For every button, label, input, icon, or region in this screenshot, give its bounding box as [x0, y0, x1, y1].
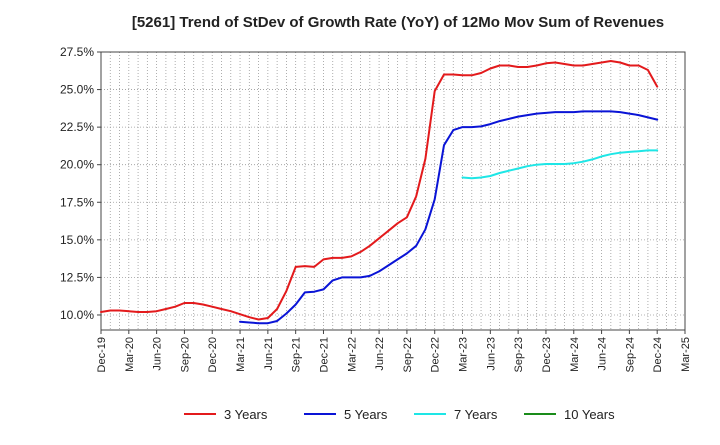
x-tick-label: Dec-23 [541, 337, 553, 372]
y-tick-label: 22.5% [60, 120, 94, 134]
x-tick-label: Jun-23 [485, 337, 497, 371]
y-tick-label: 20.0% [60, 158, 94, 172]
y-tick-label: 25.0% [60, 83, 94, 97]
series-line-7-years [461, 149, 659, 180]
x-tick-label: Dec-19 [96, 337, 108, 372]
x-tick-label: Dec-22 [430, 337, 442, 372]
x-tick-label: Sep-21 [291, 337, 303, 372]
x-tick-label: Sep-22 [402, 337, 414, 372]
legend-label: 3 Years [224, 407, 268, 422]
plot-area [101, 52, 685, 330]
x-tick-label: Sep-23 [513, 337, 525, 372]
y-tick-label: 10.0% [60, 308, 94, 322]
plot-frame [100, 51, 686, 331]
series-lines [100, 60, 659, 325]
x-tick-label: Sep-24 [624, 337, 636, 372]
y-tick-label: 12.5% [60, 270, 94, 284]
y-tick-label: 17.5% [60, 195, 94, 209]
chart-title: [5261] Trend of StDev of Growth Rate (Yo… [132, 14, 664, 31]
legend-label: 10 Years [564, 407, 615, 422]
x-tick-label: Dec-20 [207, 337, 219, 372]
x-tick-label: Mar-22 [346, 337, 358, 372]
series-line-5-years [239, 110, 659, 325]
x-tick-label: Mar-24 [569, 337, 581, 372]
legend-label: 7 Years [454, 407, 498, 422]
x-tick-label: Mar-20 [124, 337, 136, 372]
x-tick-label: Jun-24 [597, 337, 609, 371]
x-tick-label: Mar-21 [235, 337, 247, 372]
plot-background [101, 52, 685, 330]
legend-label: 5 Years [344, 407, 388, 422]
legend: 3 Years 5 Years 7 Years 10 Years [184, 407, 615, 422]
x-tick-label: Sep-20 [179, 337, 191, 372]
y-tick-label: 27.5% [60, 45, 94, 59]
x-tick-label: Jun-21 [263, 337, 275, 371]
x-tick-label: Jun-22 [374, 337, 386, 371]
x-tick-label: Dec-21 [318, 337, 330, 372]
grid [100, 51, 686, 330]
x-tick-label: Dec-24 [652, 337, 664, 372]
axes: 10.0% 12.5% 15.0% 17.5% 20.0% 22.5% 25.0% 27.5%… [60, 45, 692, 372]
x-tick-label: Jun-20 [152, 337, 164, 371]
series-line-3-years [100, 60, 659, 321]
x-tick-label: Mar-23 [458, 337, 470, 372]
x-tick-label: Mar-25 [680, 337, 692, 372]
y-tick-label: 15.0% [60, 233, 94, 247]
